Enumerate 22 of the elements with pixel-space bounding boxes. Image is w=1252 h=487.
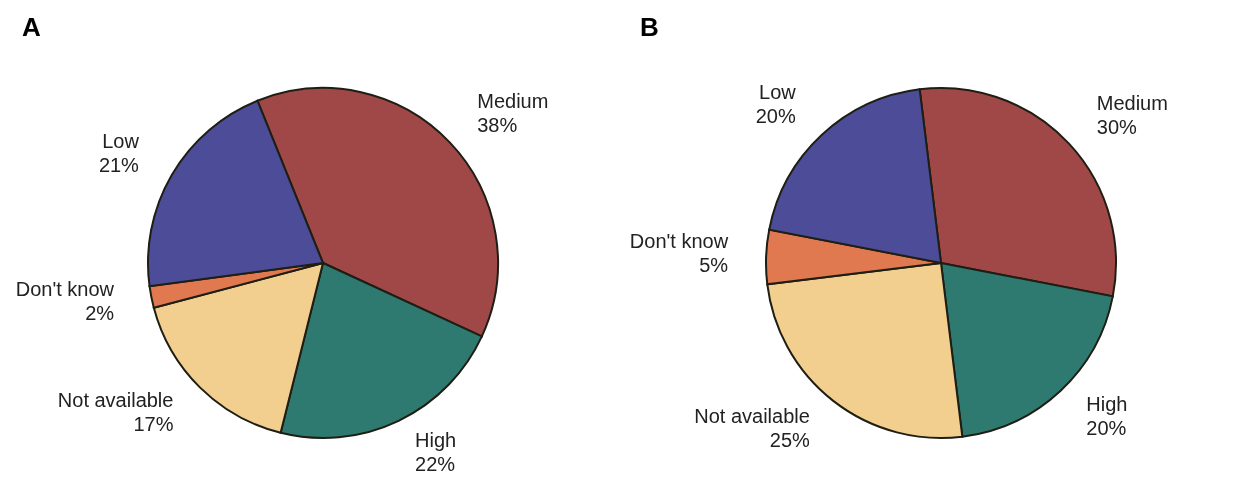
slice-label: Not available xyxy=(694,404,810,427)
data-label: 20% xyxy=(755,105,796,128)
data-label: 38% xyxy=(477,114,518,137)
slice-label: High xyxy=(1086,392,1128,415)
slice-label: Don't know xyxy=(15,278,115,301)
data-label: 20% xyxy=(1086,416,1127,439)
chart-title: B xyxy=(640,12,659,43)
slice-label: High xyxy=(415,429,457,452)
slice-label: Not available xyxy=(57,388,174,411)
data-label: 17% xyxy=(133,412,174,435)
slice-label: Medium xyxy=(1096,91,1168,114)
data-label: 25% xyxy=(769,428,811,451)
data-label: 21% xyxy=(98,153,140,176)
slice-label: Low xyxy=(102,129,140,152)
chart-title: A xyxy=(22,12,41,43)
data-label: 5% xyxy=(699,253,729,276)
slice-label: Medium xyxy=(477,90,549,113)
data-label: 30% xyxy=(1096,115,1138,138)
slice-label: Don't know xyxy=(629,229,729,252)
data-label: 2% xyxy=(85,302,115,325)
data-label: 22% xyxy=(415,453,456,476)
slice-label: Low xyxy=(759,81,797,104)
